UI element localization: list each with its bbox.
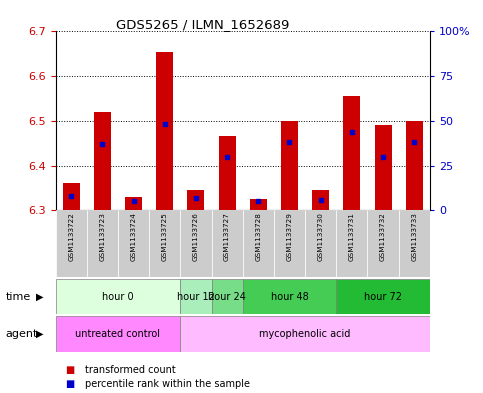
Text: ▶: ▶ [36, 329, 43, 339]
Bar [281, 121, 298, 210]
Text: ■: ■ [65, 365, 74, 375]
Bar [343, 96, 360, 210]
Bar [250, 199, 267, 210]
Bar [312, 190, 329, 210]
Bar [336, 210, 368, 277]
Text: GSM1133731: GSM1133731 [349, 212, 355, 261]
Bar [187, 190, 204, 210]
Text: GSM1133724: GSM1133724 [130, 212, 137, 261]
Text: hour 12: hour 12 [177, 292, 215, 302]
Bar [149, 210, 180, 277]
Text: ▶: ▶ [36, 292, 43, 302]
Text: transformed count: transformed count [85, 365, 175, 375]
Bar [118, 210, 149, 277]
Bar [56, 210, 87, 277]
Text: agent: agent [6, 329, 38, 339]
Bar [212, 210, 242, 277]
Bar [180, 210, 212, 277]
Bar [156, 51, 173, 210]
Text: hour 72: hour 72 [364, 292, 402, 302]
Bar [336, 279, 430, 314]
Bar [242, 210, 274, 277]
Bar [180, 279, 212, 314]
Bar [406, 121, 423, 210]
Text: GSM1133729: GSM1133729 [286, 212, 293, 261]
Text: GSM1133722: GSM1133722 [68, 212, 74, 261]
Bar [87, 210, 118, 277]
Bar [63, 184, 80, 210]
Text: mycophenolic acid: mycophenolic acid [259, 329, 351, 339]
Text: GSM1133725: GSM1133725 [162, 212, 168, 261]
Text: GSM1133733: GSM1133733 [411, 212, 417, 261]
Text: hour 48: hour 48 [270, 292, 308, 302]
Text: GSM1133723: GSM1133723 [99, 212, 105, 261]
Bar [180, 316, 430, 352]
Bar [398, 210, 430, 277]
Text: GSM1133727: GSM1133727 [224, 212, 230, 261]
Text: hour 0: hour 0 [102, 292, 134, 302]
Text: GDS5265 / ILMN_1652689: GDS5265 / ILMN_1652689 [116, 18, 289, 31]
Text: untreated control: untreated control [75, 329, 160, 339]
Bar [218, 136, 236, 210]
Bar [374, 125, 392, 210]
Text: GSM1133728: GSM1133728 [256, 212, 261, 261]
Text: hour 24: hour 24 [208, 292, 246, 302]
Bar [242, 279, 336, 314]
Bar [94, 112, 111, 210]
Text: GSM1133726: GSM1133726 [193, 212, 199, 261]
Bar [368, 210, 398, 277]
Text: time: time [6, 292, 31, 302]
Bar [56, 316, 180, 352]
Bar [125, 197, 142, 210]
Text: GSM1133732: GSM1133732 [380, 212, 386, 261]
Bar [274, 210, 305, 277]
Bar [56, 279, 180, 314]
Text: ■: ■ [65, 379, 74, 389]
Text: GSM1133730: GSM1133730 [318, 212, 324, 261]
Bar [305, 210, 336, 277]
Text: percentile rank within the sample: percentile rank within the sample [85, 379, 250, 389]
Bar [212, 279, 243, 314]
